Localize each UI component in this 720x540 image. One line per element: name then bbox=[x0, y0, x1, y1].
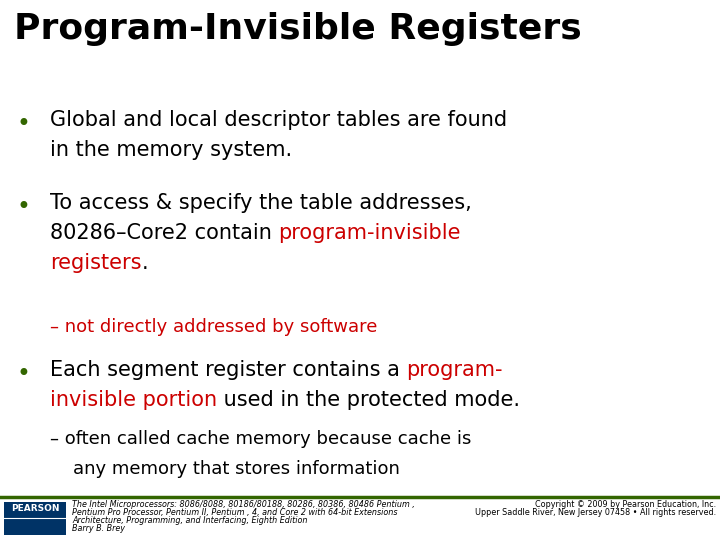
Text: Barry B. Brey: Barry B. Brey bbox=[72, 524, 125, 533]
Text: Architecture, Programming, and Interfacing, Eighth Edition: Architecture, Programming, and Interfaci… bbox=[72, 516, 307, 525]
Text: Global and local descriptor tables are found: Global and local descriptor tables are f… bbox=[50, 110, 507, 130]
Text: Upper Saddle River, New Jersey 07458 • All rights reserved.: Upper Saddle River, New Jersey 07458 • A… bbox=[475, 508, 716, 517]
Text: Each segment register contains a: Each segment register contains a bbox=[50, 360, 407, 380]
Text: – not directly addressed by software: – not directly addressed by software bbox=[50, 318, 377, 336]
Text: PEARSON: PEARSON bbox=[11, 504, 59, 513]
Text: registers: registers bbox=[50, 253, 142, 273]
Text: •: • bbox=[16, 195, 30, 219]
Text: 80286–Core2 contain: 80286–Core2 contain bbox=[50, 223, 279, 243]
Bar bbox=[4, 502, 66, 535]
Text: invisible portion: invisible portion bbox=[50, 390, 217, 410]
Text: any memory that stores information: any memory that stores information bbox=[50, 460, 400, 478]
Text: .: . bbox=[142, 253, 148, 273]
Text: used in the protected mode.: used in the protected mode. bbox=[217, 390, 520, 410]
Text: •: • bbox=[16, 112, 30, 136]
Text: program-: program- bbox=[407, 360, 503, 380]
Text: in the memory system.: in the memory system. bbox=[50, 140, 292, 160]
Text: Program-Invisible Registers: Program-Invisible Registers bbox=[14, 12, 582, 46]
Text: Pentium Pro Processor, Pentium II, Pentium , 4, and Core 2 with 64-bit Extension: Pentium Pro Processor, Pentium II, Penti… bbox=[72, 508, 397, 517]
Text: •: • bbox=[16, 362, 30, 386]
Text: program-invisible: program-invisible bbox=[279, 223, 461, 243]
Text: The Intel Microprocessors: 8086/8088, 80186/80188, 80286, 80386, 80486 Pentium ,: The Intel Microprocessors: 8086/8088, 80… bbox=[72, 500, 415, 509]
Text: To access & specify the table addresses,: To access & specify the table addresses, bbox=[50, 193, 472, 213]
Text: – often called cache memory because cache is: – often called cache memory because cach… bbox=[50, 430, 472, 448]
Text: Copyright © 2009 by Pearson Education, Inc.: Copyright © 2009 by Pearson Education, I… bbox=[535, 500, 716, 509]
